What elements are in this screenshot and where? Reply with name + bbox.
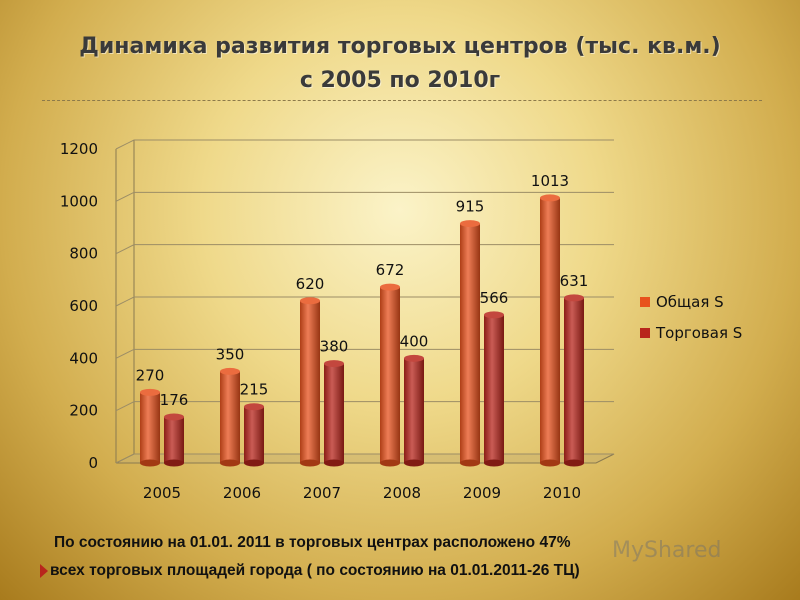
bar-cap [404, 354, 424, 362]
bar-base [324, 459, 344, 467]
x-tick-label: 2006 [223, 484, 261, 502]
chart-subtitle: с 2005 по 2010г [299, 68, 501, 93]
bar-body [404, 358, 424, 463]
gridline [115, 244, 614, 255]
bar-body [164, 416, 184, 463]
data-label: 380 [320, 338, 349, 356]
y-tick-label: 800 [69, 245, 98, 263]
x-tick-label: 2007 [303, 484, 341, 502]
gridline [115, 139, 614, 150]
bar-base [380, 459, 400, 467]
bar [140, 388, 160, 467]
data-label: 176 [160, 391, 189, 409]
data-label: 350 [216, 345, 245, 363]
bar-body [244, 406, 264, 463]
data-label: 566 [480, 289, 509, 307]
legend-swatch [640, 297, 650, 307]
legend-label: Торговая S [655, 324, 742, 342]
chart-title-line1: Динамика развития торговых центров (тыс.… [79, 34, 721, 59]
bar-base [460, 459, 480, 467]
bar-cap [140, 388, 160, 396]
bar-body [300, 300, 320, 463]
bar-base [564, 459, 584, 467]
data-label: 672 [376, 261, 405, 279]
y-tick-label: 400 [69, 349, 98, 367]
bar-base [164, 459, 184, 467]
bar [484, 311, 504, 467]
bar-cap [300, 297, 320, 305]
gridline [115, 453, 614, 464]
bar-cap [244, 403, 264, 411]
bar-body [324, 363, 344, 463]
gridline [115, 296, 614, 307]
bar-body [460, 223, 480, 463]
bar [540, 194, 560, 467]
x-tick-label: 2005 [143, 484, 181, 502]
gridline [115, 348, 614, 359]
x-tick-label: 2010 [543, 484, 581, 502]
bar-cap [220, 367, 240, 375]
bar-body [540, 197, 560, 463]
bar-cap [564, 294, 584, 302]
bar [380, 283, 400, 467]
footer-line-2: всех торговых площадей города ( по состо… [40, 562, 580, 580]
bar [300, 297, 320, 467]
bar-base [244, 459, 264, 467]
y-tick-label: 0 [88, 454, 98, 472]
data-label: 215 [240, 381, 269, 399]
bar [564, 294, 584, 467]
bar-base [140, 459, 160, 467]
bar-cap [460, 220, 480, 228]
chart-floor [115, 453, 615, 464]
gridline [115, 401, 614, 412]
x-tick-label: 2009 [463, 484, 501, 502]
gridline [115, 191, 614, 202]
footer-line-1: По состоянию на 01.01. 2011 в торговых ц… [54, 534, 571, 551]
bar-base [220, 459, 240, 467]
bar-body [220, 371, 240, 463]
chart-title: Динамика развития торговых центров (тыс.… [40, 30, 760, 98]
y-tick-label: 1200 [60, 140, 98, 158]
y-tick-label: 200 [69, 402, 98, 420]
bar-base [300, 459, 320, 467]
bar-body [484, 314, 504, 463]
y-tick-label: 600 [69, 297, 98, 315]
bar-body [564, 297, 584, 463]
footer-line-2-text: всех торговых площадей города ( по состо… [50, 562, 580, 579]
bar-cap [540, 194, 560, 202]
bar [164, 413, 184, 467]
x-tick-label: 2008 [383, 484, 421, 502]
bar [220, 367, 240, 467]
bar-base [484, 459, 504, 467]
data-label: 631 [560, 272, 589, 290]
bar-cap [324, 360, 344, 368]
bar [460, 220, 480, 467]
bar-body [140, 392, 160, 463]
y-tick-label: 1000 [60, 192, 98, 210]
data-label: 620 [296, 275, 325, 293]
data-label: 915 [456, 198, 485, 216]
bar [324, 360, 344, 467]
legend-label: Общая S [656, 293, 724, 311]
bar [244, 403, 264, 467]
title-divider [42, 100, 762, 101]
data-label: 1013 [531, 172, 569, 190]
bar-cap [164, 413, 184, 421]
legend-swatch [640, 328, 650, 338]
bar-cap [484, 311, 504, 319]
bar-base [540, 459, 560, 467]
bar [404, 354, 424, 467]
bar-base [404, 459, 424, 467]
watermark: MyShared [612, 538, 722, 563]
bar-cap [380, 283, 400, 291]
bar-body [380, 287, 400, 463]
data-label: 400 [400, 332, 429, 350]
data-label: 270 [136, 366, 165, 384]
arrow-bullet-icon [40, 563, 48, 578]
